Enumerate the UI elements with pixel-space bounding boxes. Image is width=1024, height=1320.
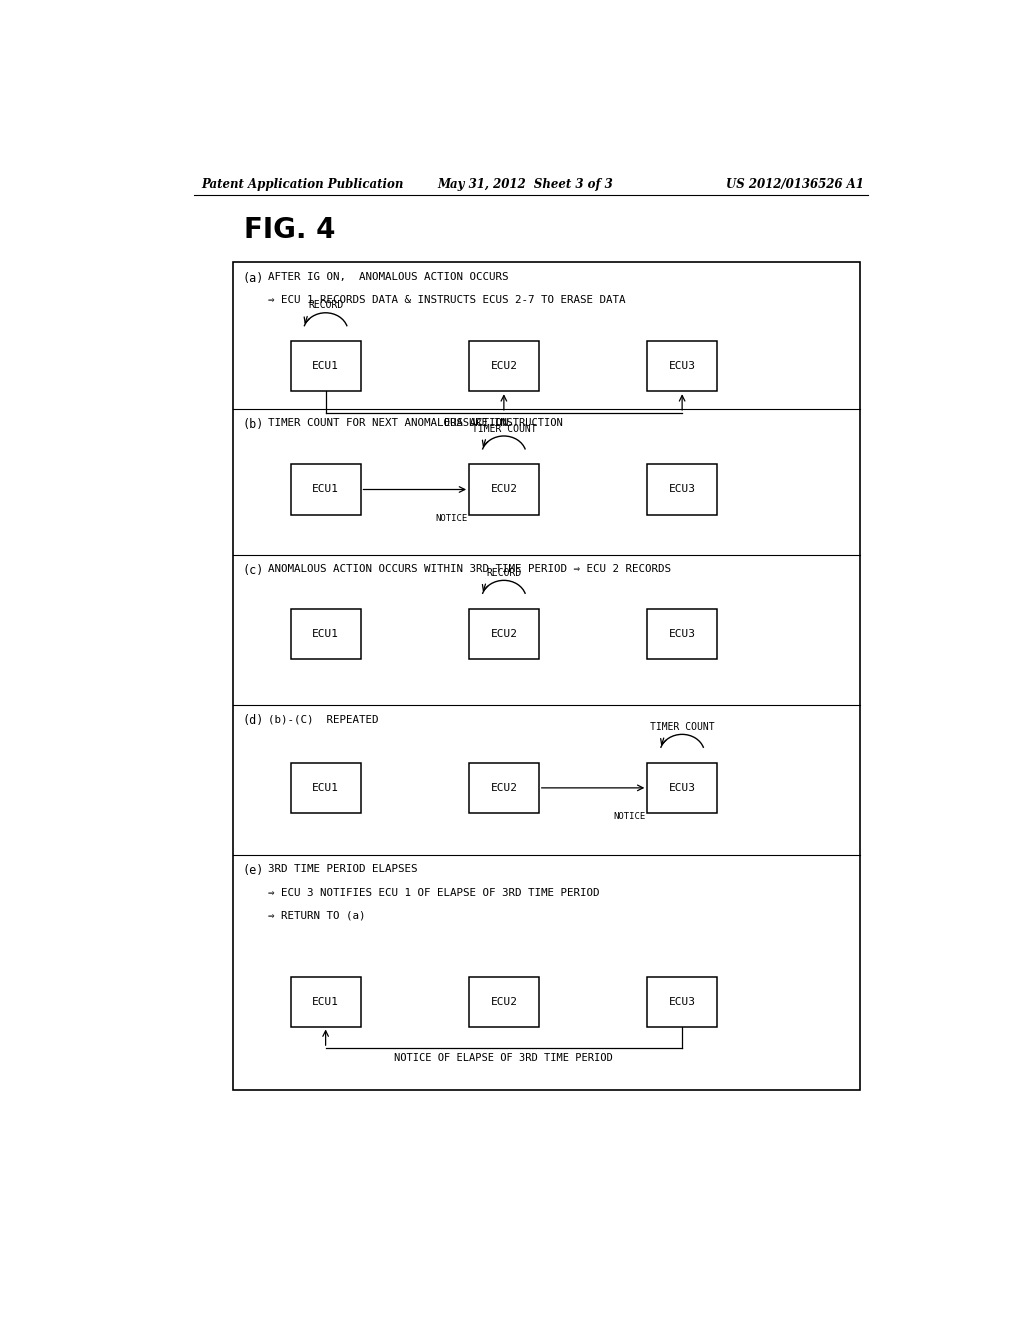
- Text: ECU1: ECU1: [312, 783, 339, 793]
- Bar: [469, 977, 539, 1027]
- Bar: [647, 977, 717, 1027]
- Text: ANOMALOUS ACTION OCCURS WITHIN 3RD TIME PERIOD ⇒ ECU 2 RECORDS: ANOMALOUS ACTION OCCURS WITHIN 3RD TIME …: [267, 564, 671, 574]
- Bar: [291, 977, 360, 1027]
- Text: ECU3: ECU3: [669, 997, 695, 1007]
- Text: ECU3: ECU3: [669, 484, 695, 495]
- Text: ⇒ RETURN TO (a): ⇒ RETURN TO (a): [267, 911, 365, 920]
- Bar: [291, 342, 360, 391]
- Bar: [291, 465, 360, 515]
- Text: 3RD TIME PERIOD ELAPSES: 3RD TIME PERIOD ELAPSES: [267, 865, 417, 874]
- Text: RECORD: RECORD: [486, 568, 521, 578]
- Text: May 31, 2012  Sheet 3 of 3: May 31, 2012 Sheet 3 of 3: [437, 178, 612, 190]
- Bar: [469, 342, 539, 391]
- Text: ECU2: ECU2: [490, 362, 517, 371]
- Text: ECU1: ECU1: [312, 362, 339, 371]
- Bar: [647, 342, 717, 391]
- Bar: [647, 465, 717, 515]
- Text: ECU1: ECU1: [312, 484, 339, 495]
- Bar: [469, 465, 539, 515]
- Text: ECU2: ECU2: [490, 783, 517, 793]
- Text: (b)-(C)  REPEATED: (b)-(C) REPEATED: [267, 714, 378, 725]
- Text: NOTICE: NOTICE: [435, 513, 467, 523]
- Text: TIMER COUNT: TIMER COUNT: [472, 424, 537, 434]
- Text: ECU2: ECU2: [490, 997, 517, 1007]
- Text: NOTICE: NOTICE: [613, 812, 646, 821]
- Text: ECU3: ECU3: [669, 783, 695, 793]
- Text: NOTICE OF ELAPSE OF 3RD TIME PERIOD: NOTICE OF ELAPSE OF 3RD TIME PERIOD: [394, 1053, 613, 1063]
- Text: (b): (b): [243, 418, 264, 430]
- Text: TIMER COUNT FOR NEXT ANOMALOUS ACTION: TIMER COUNT FOR NEXT ANOMALOUS ACTION: [267, 418, 508, 428]
- Bar: [291, 763, 360, 813]
- Text: Patent Application Publication: Patent Application Publication: [202, 178, 404, 190]
- Bar: [469, 609, 539, 659]
- Text: AFTER IG ON,  ANOMALOUS ACTION OCCURS: AFTER IG ON, ANOMALOUS ACTION OCCURS: [267, 272, 508, 281]
- Text: TIMER COUNT: TIMER COUNT: [650, 722, 715, 733]
- Text: (d): (d): [243, 714, 264, 727]
- Text: ECU2: ECU2: [490, 628, 517, 639]
- Text: ECU3: ECU3: [669, 628, 695, 639]
- Bar: [647, 609, 717, 659]
- Text: (c): (c): [243, 564, 264, 577]
- Text: FIG. 4: FIG. 4: [245, 216, 336, 244]
- Bar: [232, 263, 860, 1090]
- Text: ECU1: ECU1: [312, 997, 339, 1007]
- Bar: [291, 609, 360, 659]
- Text: ECU1: ECU1: [312, 628, 339, 639]
- Text: RECORD: RECORD: [308, 301, 343, 310]
- Text: (e): (e): [243, 865, 264, 878]
- Text: ECU2: ECU2: [490, 484, 517, 495]
- Text: ECU3: ECU3: [669, 362, 695, 371]
- Text: ERASURE INSTRUCTION: ERASURE INSTRUCTION: [444, 417, 563, 428]
- Text: (a): (a): [243, 272, 264, 285]
- Text: ⇒ ECU 3 NOTIFIES ECU 1 OF ELAPSE OF 3RD TIME PERIOD: ⇒ ECU 3 NOTIFIES ECU 1 OF ELAPSE OF 3RD …: [267, 887, 599, 898]
- Text: ⇒ ECU 1 RECORDS DATA & INSTRUCTS ECUS 2-7 TO ERASE DATA: ⇒ ECU 1 RECORDS DATA & INSTRUCTS ECUS 2-…: [267, 294, 625, 305]
- Text: US 2012/0136526 A1: US 2012/0136526 A1: [726, 178, 864, 190]
- Bar: [647, 763, 717, 813]
- Bar: [469, 763, 539, 813]
